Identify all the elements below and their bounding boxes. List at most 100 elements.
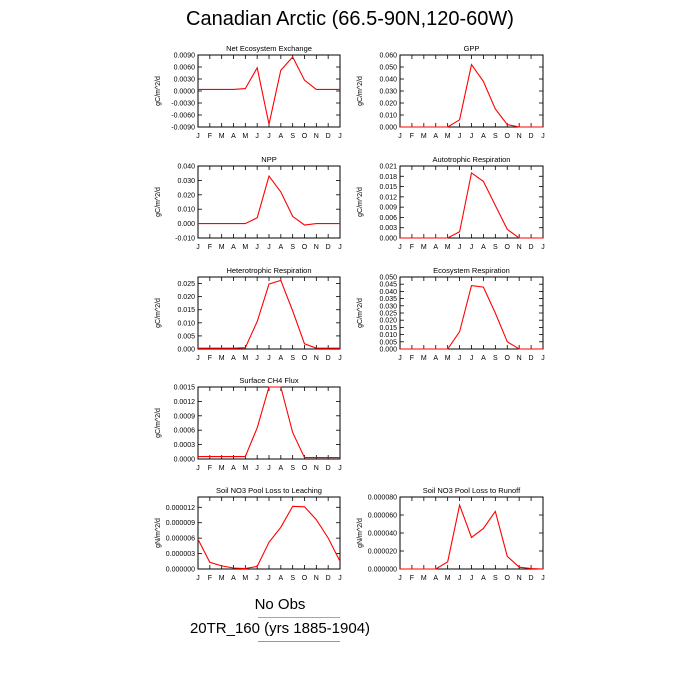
x-tick-label: A: [481, 355, 486, 362]
y-tick-label: 0.025: [379, 311, 397, 318]
x-tick-label: J: [458, 355, 462, 362]
x-tick-label: J: [196, 355, 200, 362]
legend-line-no-obs: [258, 617, 340, 618]
x-tick-label: O: [302, 133, 308, 140]
x-tick-label: J: [338, 355, 342, 362]
x-tick-label: J: [470, 244, 474, 251]
x-tick-label: F: [208, 465, 212, 472]
x-tick-label: D: [529, 355, 534, 362]
y-tick-label: 0.003: [379, 225, 397, 232]
x-tick-label: M: [242, 133, 248, 140]
y-tick-label: 0.015: [177, 307, 195, 314]
x-tick-label: O: [505, 355, 511, 362]
x-tick-label: A: [231, 575, 236, 582]
x-tick-label: A: [433, 133, 438, 140]
y-axis-label: gC/m^2/d: [357, 76, 364, 106]
x-tick-label: M: [219, 133, 225, 140]
x-tick-label: A: [433, 244, 438, 251]
x-tick-label: A: [278, 133, 283, 140]
panel-6: Ecosystem RespirationgC/m^2/d0.0000.0050…: [357, 266, 545, 362]
plot-frame: [197, 276, 341, 350]
y-axis-label: gC/m^2/d: [155, 298, 162, 328]
x-tick-label: A: [481, 133, 486, 140]
y-tick-label: -0.0060: [171, 113, 195, 120]
x-tick-label: F: [208, 355, 212, 362]
legend-item-no-obs: No Obs: [0, 596, 560, 613]
y-tick-label: 0.0006: [174, 428, 196, 435]
y-tick-label: 0.020: [177, 294, 195, 301]
x-tick-label: N: [314, 355, 319, 362]
x-tick-label: M: [219, 244, 225, 251]
y-axis-label: gC/m^2/d: [357, 187, 364, 217]
x-tick-label: M: [219, 575, 225, 582]
y-tick-label: 0.040: [177, 164, 195, 171]
x-tick-label: M: [445, 133, 451, 140]
y-axis-label: gC/m^2/d: [155, 76, 162, 106]
y-tick-label: 0.010: [177, 207, 195, 214]
x-tick-label: N: [517, 244, 522, 251]
x-tick-label: O: [505, 133, 511, 140]
x-tick-label: F: [410, 575, 414, 582]
x-tick-label: M: [421, 575, 427, 582]
y-tick-label: 0.000: [177, 221, 195, 228]
y-tick-label: 0.050: [379, 65, 397, 72]
x-tick-label: J: [398, 133, 402, 140]
y-tick-label: 0.020: [379, 101, 397, 108]
x-tick-label: N: [314, 133, 319, 140]
x-tick-label: D: [529, 244, 534, 251]
x-tick-label: J: [398, 355, 402, 362]
plot-frame: [399, 496, 544, 570]
x-tick-label: S: [290, 575, 295, 582]
x-tick-label: M: [219, 355, 225, 362]
y-tick-label: 0.000040: [368, 531, 397, 538]
plot-frame: [399, 165, 544, 239]
y-tick-label: 0.0060: [174, 65, 196, 72]
x-tick-label: O: [302, 575, 308, 582]
x-tick-label: A: [231, 465, 236, 472]
y-tick-label: 0.060: [379, 53, 397, 60]
series-line: [198, 174, 340, 226]
x-tick-label: J: [196, 575, 200, 582]
x-tick-label: A: [278, 244, 283, 251]
y-axis-label: gC/m^2/d: [155, 187, 162, 217]
panel-title: Ecosystem Respiration: [433, 266, 510, 275]
x-tick-label: J: [338, 575, 342, 582]
y-tick-label: 0.0003: [174, 442, 196, 449]
panel-title: Soil NO3 Pool Loss to Runoff: [423, 486, 521, 495]
panel-3: NPP gC/m^2/d -0.010 0.000 0.010 0.020 0.030 0.0…: [155, 155, 342, 251]
series-line: [400, 171, 543, 239]
y-tick-label: 0.0012: [174, 399, 196, 406]
x-tick-label: D: [326, 244, 331, 251]
x-tick-label: A: [433, 355, 438, 362]
x-tick-label: N: [314, 244, 319, 251]
y-tick-label: 0.010: [379, 332, 397, 339]
y-tick-label: 0.012: [379, 194, 397, 201]
y-tick-label: 0.000012: [166, 505, 195, 512]
y-tick-label: -0.0030: [171, 101, 195, 108]
y-tick-label: 0.030: [379, 89, 397, 96]
y-tick-label: 0.030: [379, 303, 397, 310]
x-tick-label: O: [505, 575, 511, 582]
x-tick-label: M: [421, 355, 427, 362]
legend-label-no-obs: No Obs: [254, 596, 306, 613]
x-tick-label: O: [302, 244, 308, 251]
x-tick-label: D: [326, 575, 331, 582]
y-tick-label: 0.015: [379, 184, 397, 191]
panel-8: Soil NO3 Pool Loss to Leaching gN/m^2/d 0.…: [155, 486, 342, 582]
series-line: [198, 56, 340, 125]
x-tick-label: O: [505, 244, 511, 251]
x-tick-label: J: [255, 465, 259, 472]
series-line: [198, 279, 340, 349]
plot-frame: [197, 54, 341, 128]
x-tick-label: J: [398, 244, 402, 251]
y-tick-label: 0.000003: [166, 551, 195, 558]
y-tick-label: 0.035: [379, 296, 397, 303]
panel-2: GPP gC/m^2/d 0.000 0.010 0.020 0.030 0.040 0.05…: [357, 44, 545, 140]
figure-title: Canadian Arctic (66.5-90N,120-60W): [186, 8, 514, 30]
x-tick-label: J: [255, 355, 259, 362]
x-tick-label: J: [267, 465, 271, 472]
panel-7: Surface CH4 Flux gC/m^2/d 0.0000 0.0003 0.00…: [155, 376, 342, 472]
x-tick-label: M: [242, 465, 248, 472]
